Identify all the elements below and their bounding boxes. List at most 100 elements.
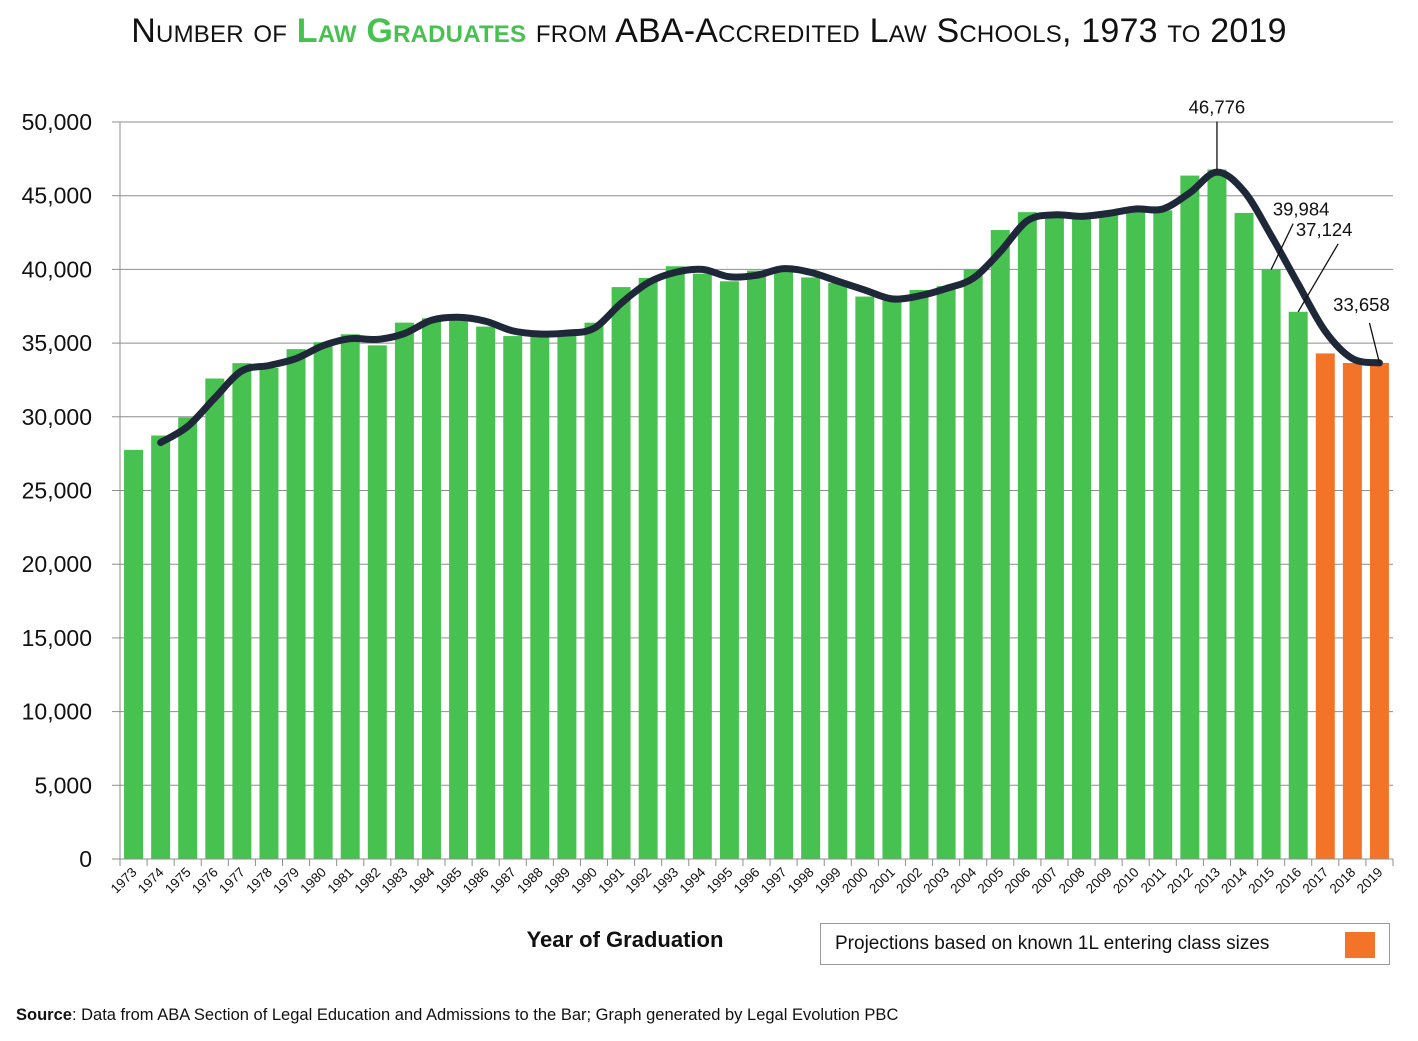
bar bbox=[1126, 210, 1146, 860]
x-tick-label: 2006 bbox=[1002, 865, 1034, 897]
x-tick-label: 1999 bbox=[812, 865, 844, 897]
annotation-leader bbox=[1270, 223, 1294, 270]
bar bbox=[638, 277, 658, 859]
bar bbox=[151, 435, 171, 859]
x-tick-label: 1976 bbox=[189, 865, 221, 897]
annotation-label: 33,658 bbox=[1333, 294, 1390, 315]
y-tick-label: 45,000 bbox=[22, 183, 92, 209]
y-tick-label: 30,000 bbox=[22, 404, 92, 430]
bar bbox=[1234, 212, 1254, 859]
bar bbox=[557, 335, 577, 860]
x-tick-label: 2017 bbox=[1300, 865, 1332, 897]
legend-label: Projections based on known 1L entering c… bbox=[835, 933, 1270, 954]
bar bbox=[990, 229, 1010, 859]
bar bbox=[909, 289, 929, 860]
title-suffix: from ABA-Accredited Law Schools, 1973 to… bbox=[526, 12, 1287, 50]
annotation-label: 39,984 bbox=[1273, 199, 1330, 220]
x-tick-label: 1974 bbox=[135, 864, 167, 896]
bar bbox=[828, 283, 848, 859]
bar-projected bbox=[1369, 362, 1389, 859]
x-tick-label: 1978 bbox=[243, 865, 275, 897]
annotation-leader bbox=[1368, 322, 1381, 364]
x-tick-label: 2000 bbox=[839, 865, 871, 897]
x-tick-label: 1983 bbox=[379, 865, 411, 897]
y-tick-label: 20,000 bbox=[22, 551, 92, 577]
annotation-leader bbox=[1297, 243, 1339, 313]
y-tick-label: 0 bbox=[79, 846, 92, 872]
y-tick-label: 25,000 bbox=[22, 478, 92, 504]
bar bbox=[476, 326, 496, 860]
x-tick-label: 2019 bbox=[1354, 865, 1386, 897]
legend: Projections based on known 1L entering c… bbox=[820, 923, 1390, 965]
bar bbox=[1261, 269, 1281, 859]
bar bbox=[1099, 212, 1119, 859]
bar bbox=[855, 296, 875, 860]
x-tick-label: 1973 bbox=[108, 865, 140, 897]
bar bbox=[449, 316, 469, 860]
y-tick-label: 40,000 bbox=[22, 256, 92, 282]
bar bbox=[611, 287, 631, 859]
x-tick-label: 1997 bbox=[758, 865, 790, 897]
title-highlight: Law Graduates bbox=[296, 12, 527, 50]
trend-line-group bbox=[157, 168, 1383, 447]
x-tick-label: 2015 bbox=[1245, 865, 1277, 897]
x-tick-label: 1982 bbox=[352, 865, 384, 897]
bar bbox=[367, 345, 387, 859]
bar bbox=[205, 378, 225, 859]
x-tick-label: 1981 bbox=[324, 865, 356, 897]
bar bbox=[963, 269, 983, 859]
y-tick-label: 35,000 bbox=[22, 330, 92, 356]
bar bbox=[936, 286, 956, 859]
bar bbox=[665, 266, 685, 859]
bar bbox=[774, 267, 794, 860]
x-tick-label: 1988 bbox=[514, 865, 546, 897]
x-tick-label: 1996 bbox=[731, 865, 763, 897]
x-tick-label: 2013 bbox=[1191, 865, 1223, 897]
source-text: : Data from ABA Section of Legal Educati… bbox=[71, 1006, 899, 1024]
bar bbox=[421, 318, 441, 859]
x-tick-label: 2011 bbox=[1138, 865, 1169, 896]
x-tick-label: 1984 bbox=[406, 864, 438, 896]
x-tick-label: 2018 bbox=[1327, 865, 1359, 897]
legend-swatch-projected bbox=[1345, 932, 1375, 958]
x-tick-label: 2004 bbox=[947, 864, 979, 896]
x-tick-label: 1980 bbox=[297, 865, 329, 897]
bar bbox=[1153, 210, 1173, 859]
source-note: Source: Data from ABA Section of Legal E… bbox=[16, 1006, 898, 1025]
y-tick-label: 15,000 bbox=[22, 625, 92, 651]
chart-title: Number of Law Graduates from ABA-Accredi… bbox=[0, 12, 1418, 51]
bar bbox=[340, 334, 360, 859]
bar bbox=[530, 332, 550, 859]
x-tick-label: 1991 bbox=[595, 865, 627, 897]
y-tick-label: 50,000 bbox=[22, 109, 92, 135]
y-axis-ticks: 0 5,000 10,000 15,000 20,000 25,000 30,000 35,0… bbox=[22, 109, 121, 872]
bar-projected bbox=[1342, 362, 1362, 859]
bar-series bbox=[124, 169, 1389, 860]
y-tick-label: 10,000 bbox=[22, 699, 92, 725]
x-tick-label: 2009 bbox=[1083, 865, 1115, 897]
bar bbox=[394, 322, 414, 860]
bar bbox=[719, 281, 739, 859]
x-tick-label: 2002 bbox=[893, 865, 925, 897]
x-tick-label: 1989 bbox=[541, 865, 573, 897]
bar bbox=[313, 342, 333, 859]
x-tick-label: 1977 bbox=[216, 865, 248, 897]
x-tick-label: 2010 bbox=[1110, 865, 1142, 897]
x-tick-label: 1987 bbox=[487, 865, 519, 897]
bar bbox=[124, 449, 144, 859]
bar bbox=[1044, 217, 1064, 859]
trend-line bbox=[157, 168, 1383, 447]
x-tick-label: 1993 bbox=[650, 865, 682, 897]
bar bbox=[259, 367, 279, 859]
x-tick-label: 1975 bbox=[162, 865, 194, 897]
x-tick-label: 1994 bbox=[677, 864, 709, 896]
x-tick-label: 2007 bbox=[1029, 865, 1061, 897]
x-tick-label: 1986 bbox=[460, 865, 492, 897]
annotation-label: 37,124 bbox=[1296, 219, 1353, 240]
x-tick-label: 2012 bbox=[1164, 865, 1196, 897]
x-tick-label: 2014 bbox=[1218, 864, 1250, 896]
bar bbox=[1288, 311, 1308, 859]
bar bbox=[584, 322, 604, 860]
x-tick-label: 1979 bbox=[270, 865, 302, 897]
